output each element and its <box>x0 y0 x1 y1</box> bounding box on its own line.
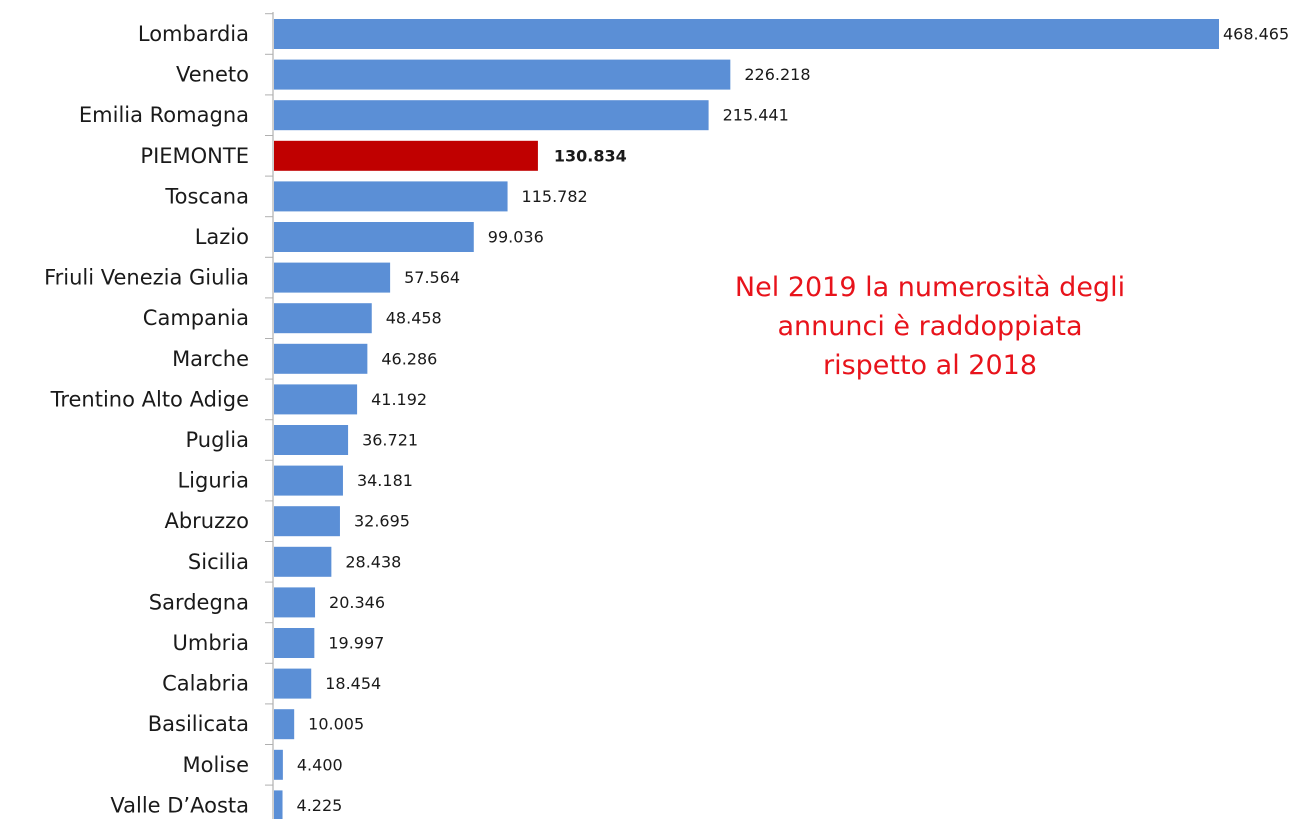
bar <box>274 546 332 577</box>
data-label: 115.782 <box>522 187 588 206</box>
category-label: Friuli Venezia Giulia <box>44 266 249 290</box>
category-label: Marche <box>172 347 249 371</box>
category-label: Sicilia <box>188 550 249 574</box>
data-label: 46.286 <box>381 349 437 368</box>
bar <box>274 59 731 90</box>
category-label: Valle D’Aosta <box>110 793 249 817</box>
data-label: 41.192 <box>371 390 427 409</box>
category-label: Emilia Romagna <box>79 103 249 127</box>
bar <box>274 506 340 537</box>
category-label: Sardegna <box>149 590 249 614</box>
category-label: Molise <box>183 753 250 777</box>
bar <box>274 709 295 740</box>
category-label: Liguria <box>177 469 249 493</box>
bar <box>274 465 343 496</box>
category-label: Lombardia <box>138 22 249 46</box>
bar <box>274 749 283 780</box>
category-label: Toscana <box>164 184 249 208</box>
category-label: Lazio <box>195 225 249 249</box>
data-label: 32.695 <box>354 512 410 531</box>
data-label: 18.454 <box>325 674 381 693</box>
data-label: 36.721 <box>362 431 418 450</box>
bar <box>274 790 283 819</box>
category-label: Campania <box>143 306 249 330</box>
bar-highlighted <box>274 140 538 171</box>
data-label: 4.400 <box>297 755 343 774</box>
bar <box>274 262 391 293</box>
category-label: Abruzzo <box>164 509 249 533</box>
bar <box>274 19 1219 49</box>
bar <box>274 181 508 212</box>
bar <box>274 100 709 131</box>
bar <box>274 628 315 658</box>
chart-annotation: Nel 2019 la numerosità degli annunci è r… <box>734 272 1126 381</box>
bar <box>274 668 312 699</box>
category-label: PIEMONTE <box>140 144 249 168</box>
data-label: 20.346 <box>329 593 385 612</box>
category-label: Umbria <box>173 631 250 655</box>
bar <box>274 384 358 415</box>
category-label: Basilicata <box>148 712 249 736</box>
category-label: Trentino Alto Adige <box>50 387 249 411</box>
bar <box>274 222 474 252</box>
data-label: 19.997 <box>328 634 384 653</box>
category-label: Puglia <box>186 428 249 452</box>
category-label: Veneto <box>176 63 249 87</box>
data-label: 4.225 <box>297 796 343 815</box>
bar <box>274 587 316 618</box>
data-label: 215.441 <box>723 106 789 125</box>
data-label: 57.564 <box>404 268 460 287</box>
category-label: Calabria <box>162 672 249 696</box>
data-label: 468.465 <box>1223 25 1289 44</box>
data-label: 48.458 <box>386 309 442 328</box>
data-label: 28.438 <box>345 552 401 571</box>
bar <box>274 425 349 455</box>
data-label: 34.181 <box>357 471 413 490</box>
data-label: 99.036 <box>488 228 544 247</box>
bar <box>274 343 368 374</box>
data-label: 226.218 <box>744 65 810 84</box>
data-label: 10.005 <box>308 715 364 734</box>
data-label: 130.834 <box>554 146 627 165</box>
bar <box>274 303 372 334</box>
bars-group: Lombardia 468.465 Veneto 226.218 Emilia Roma… <box>44 13 1289 819</box>
